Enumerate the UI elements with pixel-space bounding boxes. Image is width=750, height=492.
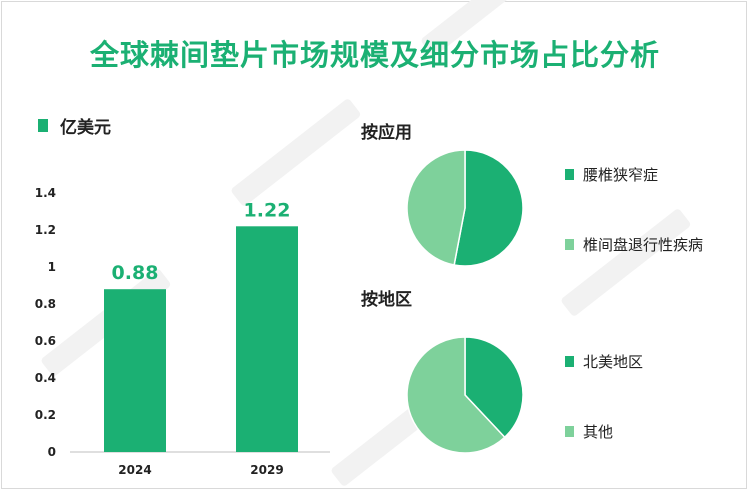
pie-slice-1 xyxy=(464,336,524,439)
pie-slice-2 xyxy=(406,336,506,454)
bar-chart: 0 0.2 0.4 0.6 0.8 1 1.2 1.4 0.88 2024 1.22 2029 xyxy=(35,186,330,477)
pie2-legend-label-1: 北美地区 xyxy=(583,353,644,371)
watermark-band xyxy=(561,209,691,316)
bar-legend: 亿美元 xyxy=(38,113,111,138)
pie2-legend-item-1: 北美地区 xyxy=(565,351,643,372)
pie2-legend-label-2: 其他 xyxy=(583,423,614,441)
pie1-legend-swatch-2 xyxy=(565,239,574,250)
pie-slice-1 xyxy=(453,149,524,267)
bar-legend-label: 亿美元 xyxy=(60,118,111,138)
watermark-band xyxy=(231,99,361,206)
x-tick-label: 2029 xyxy=(250,463,283,477)
bar-value-label: 1.22 xyxy=(244,199,291,221)
pie1-legend-item-2: 椎间盘退行性疾病 xyxy=(565,234,703,255)
y-tick-label: 0.6 xyxy=(35,334,56,348)
pie2-title: 按地区 xyxy=(361,290,412,310)
pie1-legend-label-1: 腰椎狭窄症 xyxy=(583,166,659,184)
x-tick-label: 2024 xyxy=(118,463,151,477)
pie2-legend-swatch-2 xyxy=(565,426,574,437)
pie-chart-application xyxy=(406,149,524,267)
pie1-legend-item-1: 腰椎狭窄症 xyxy=(565,164,658,185)
pie1-legend-swatch-1 xyxy=(565,169,574,180)
bar-value-label: 0.88 xyxy=(112,262,159,284)
pie-chart-region xyxy=(406,336,524,454)
pie2-legend-swatch-1 xyxy=(565,356,574,367)
watermark-band xyxy=(421,0,551,56)
bar-legend-swatch xyxy=(38,119,48,132)
pie2-legend-item-2: 其他 xyxy=(565,421,613,442)
pie-slice-2 xyxy=(406,149,466,266)
chart-title: 全球棘间垫片市场规模及细分市场占比分析 xyxy=(89,38,660,72)
y-tick-label: 0.8 xyxy=(35,297,56,311)
y-tick-label: 0.4 xyxy=(35,371,56,385)
pie1-legend-label-2: 椎间盘退行性疾病 xyxy=(583,236,704,254)
y-tick-label: 1.2 xyxy=(35,223,56,237)
bar-2029 xyxy=(236,226,298,452)
y-tick-label: 0.2 xyxy=(35,408,56,422)
y-tick-label: 0 xyxy=(48,445,56,459)
bar-2024 xyxy=(104,289,166,452)
pie1-title: 按应用 xyxy=(361,123,412,143)
y-tick-label: 1.4 xyxy=(35,186,56,200)
y-tick-label: 1 xyxy=(48,260,56,274)
